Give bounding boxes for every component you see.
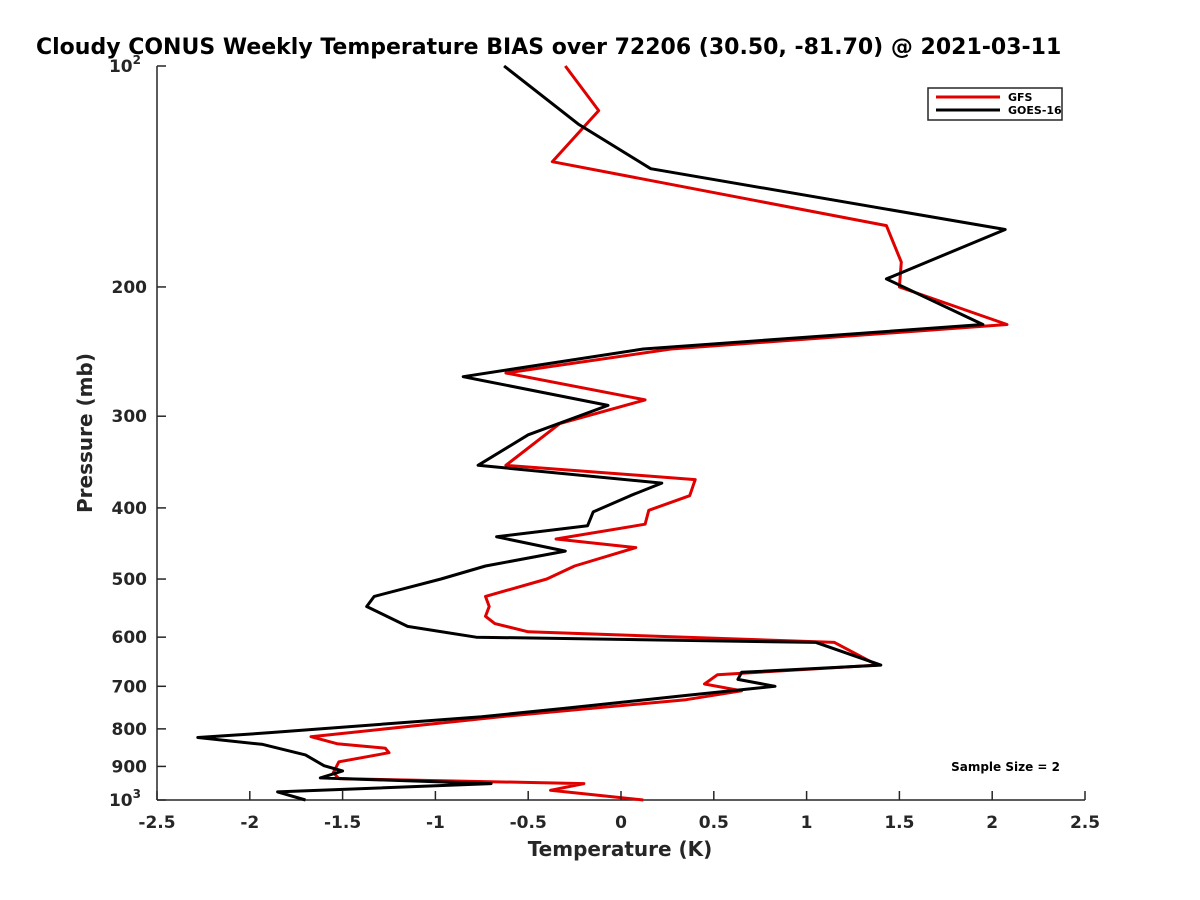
x-tick-label: 2.5 <box>1070 813 1100 833</box>
legend-label: GOES-16 <box>1008 104 1062 117</box>
sample-size-annotation: Sample Size = 2 <box>951 760 1060 774</box>
x-tick-label: -2 <box>240 813 259 833</box>
y-tick-label: 500 <box>112 570 148 590</box>
x-tick-label: 0.5 <box>699 813 729 833</box>
y-tick-label: 600 <box>112 628 148 648</box>
y-tick-label: 103 <box>109 787 141 811</box>
x-tick-label: 1.5 <box>884 813 914 833</box>
y-tick-label: 300 <box>112 407 148 427</box>
y-tick-label: 900 <box>112 757 148 777</box>
x-tick-label: 0 <box>615 813 627 833</box>
x-tick-label: 1 <box>801 813 813 833</box>
y-tick-label: 700 <box>112 677 148 697</box>
y-tick-label: 800 <box>112 720 148 740</box>
x-axis-label: Temperature (K) <box>528 837 713 861</box>
series-line-goes-16 <box>196 64 1007 802</box>
y-tick-label: 200 <box>112 278 148 298</box>
y-tick-exponent: 3 <box>133 787 141 801</box>
x-tick-label: 2 <box>986 813 998 833</box>
y-axis-label: Pressure (mb) <box>73 353 97 513</box>
legend-box <box>927 87 1063 121</box>
legend-label: GFS <box>1008 91 1033 104</box>
x-tick-label: -1 <box>426 813 445 833</box>
series-line-gfs <box>309 65 1009 802</box>
y-tick-label: 400 <box>112 499 148 519</box>
x-tick-label: -2.5 <box>138 813 175 833</box>
y-tick-exponent: 2 <box>133 53 141 67</box>
x-tick-label: -1.5 <box>324 813 361 833</box>
chart-title: Cloudy CONUS Weekly Temperature BIAS ove… <box>36 35 1061 60</box>
x-tick-label: -0.5 <box>510 813 547 833</box>
